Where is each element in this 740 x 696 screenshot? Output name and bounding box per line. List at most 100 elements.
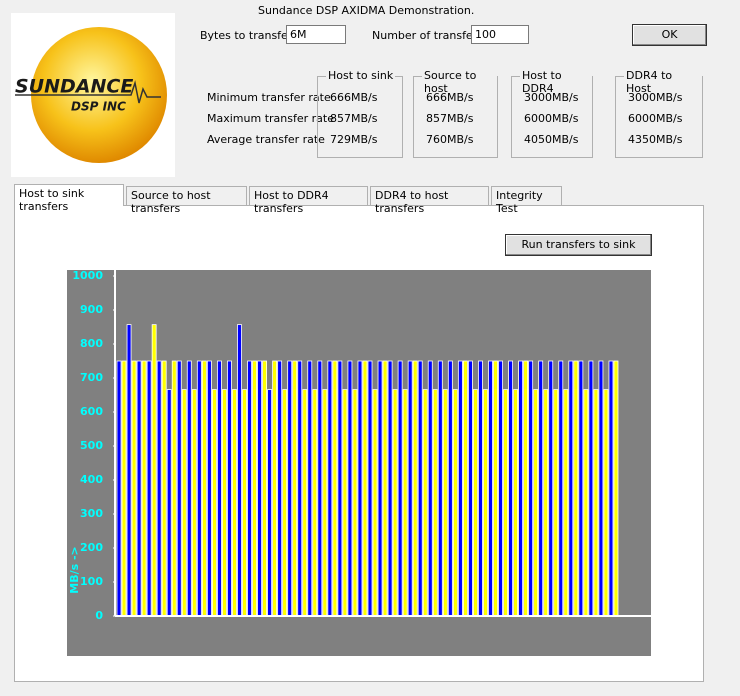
bar [232,389,237,617]
bar [573,360,579,617]
stat-value: 760MB/s [426,133,474,146]
bar [171,360,177,617]
bar [267,389,273,617]
tab[interactable]: Host to sink transfers [14,184,124,213]
y-axis-label: MB/s -> [68,546,81,594]
bar [402,389,408,617]
bar [422,389,428,617]
tab[interactable]: Integrity Test [491,186,562,215]
y-tick-label: 100 [80,575,103,588]
bar [553,389,559,617]
bar [613,360,619,617]
bar [603,389,609,617]
bar [237,324,242,617]
count-input[interactable]: 100 [471,25,529,44]
bar [121,360,127,617]
bytes-input[interactable]: 6M [286,25,346,44]
bar [257,360,262,617]
tab[interactable]: Source to host transfers [126,186,247,215]
bar [518,360,524,617]
bar [156,360,162,617]
bar [322,389,328,617]
bytes-label: Bytes to transfer [200,29,293,42]
bar [397,360,403,617]
bar [543,389,549,617]
bar [598,360,604,617]
bar [593,389,599,617]
bar [452,389,458,617]
bar [166,389,172,617]
ok-button[interactable]: OK [632,24,707,46]
bar [382,360,388,617]
bar [141,360,147,617]
bar [216,360,222,617]
y-tick-label: 300 [80,507,103,520]
bar [493,360,498,617]
y-tick-label: 400 [80,473,103,486]
row-label: Maximum transfer rate [207,112,334,125]
bar [523,360,529,617]
bar [201,360,207,617]
bar [272,360,278,617]
bar [478,360,483,617]
stat-group: Host to sink 666MB/s 857MB/s 729MB/s [317,69,403,158]
bar [457,360,463,617]
stat-value: 3000MB/s [524,91,579,104]
group-title: Host to sink [326,69,396,82]
bar [387,360,393,617]
bar [211,389,217,617]
bar [608,360,614,617]
bar [548,360,554,617]
stat-value: 857MB/s [426,112,474,125]
logo-name: SUNDANCE [15,76,133,98]
bar [247,360,252,617]
bar [462,360,468,617]
bar [227,360,232,617]
bar [427,360,433,617]
bar [412,360,418,617]
y-tick-label: 500 [80,439,103,452]
bar [191,389,197,617]
stat-value: 6000MB/s [628,112,683,125]
run-button[interactable]: Run transfers to sink [505,234,652,256]
bar [161,360,167,617]
bar [307,360,313,617]
bar [131,360,137,617]
chart: 0 100 200 300 400 500 600 700 800 900 1000 MB/s -> [67,270,651,656]
bar [186,360,192,617]
bar [282,389,288,617]
bar [508,360,513,617]
bar [528,360,534,617]
bar [588,360,594,617]
tab[interactable]: Host to DDR4 transfers [249,186,368,215]
bar [583,389,589,617]
bar [488,360,493,617]
bar [533,389,539,617]
bar [252,360,257,617]
bar [337,360,343,617]
bar [116,360,122,617]
bar [317,360,323,617]
bar [151,324,157,617]
bar [563,389,569,617]
bar [362,360,368,617]
stat-value: 666MB/s [426,91,474,104]
bar [302,389,308,617]
bar [287,360,293,617]
bar [483,389,488,617]
bar [503,389,508,617]
bar [146,360,152,617]
stat-value: 4050MB/s [524,133,579,146]
bar [292,360,298,617]
tab[interactable]: DDR4 to host transfers [370,186,489,215]
stat-value: 6000MB/s [524,112,579,125]
bar [327,360,333,617]
bar [332,360,338,617]
bar [136,360,142,617]
bar [447,360,453,617]
bar [513,389,518,617]
bar [176,360,182,617]
y-tick-label: 900 [80,303,103,316]
stat-value: 3000MB/s [628,91,683,104]
